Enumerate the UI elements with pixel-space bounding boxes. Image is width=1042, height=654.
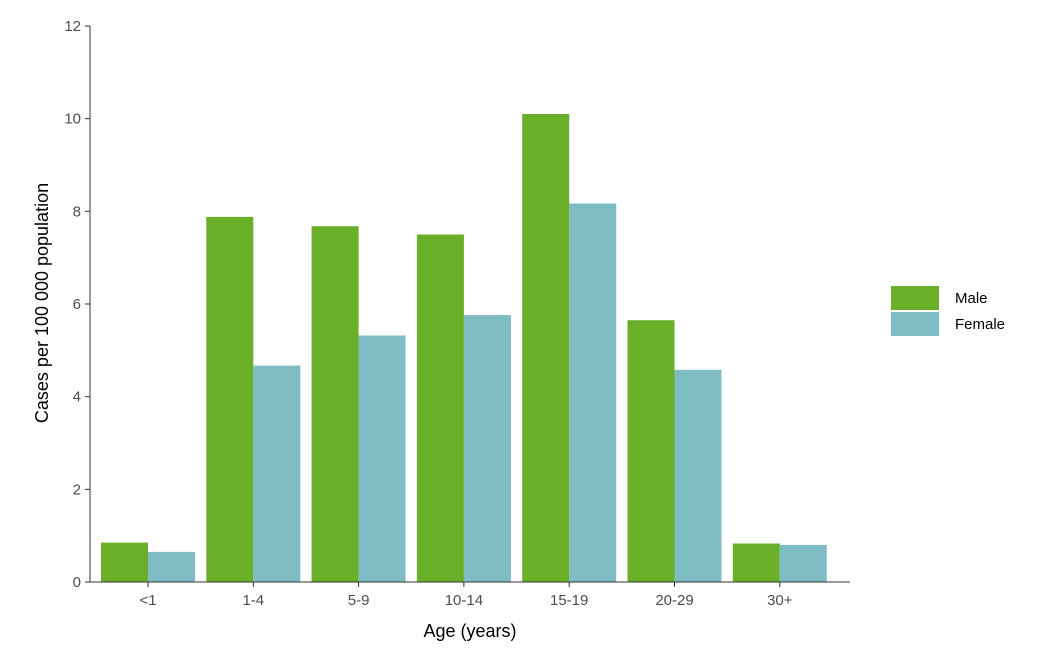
bar-female-3: [463, 315, 511, 582]
bar-female-0: [148, 551, 195, 582]
y-tick-label: 0: [73, 574, 81, 591]
bars-group: [101, 114, 827, 582]
x-axis-title: Age (years): [423, 621, 516, 641]
bar-female-4: [569, 203, 617, 582]
x-tick-label: <1: [139, 592, 156, 609]
y-axis: 0 2 4 6 8 10 12: [64, 18, 91, 591]
y-tick-label: 4: [73, 389, 81, 406]
y-tick-label: 6: [73, 296, 81, 313]
y-tick-label: 10: [64, 111, 81, 128]
legend-label-male: Male: [955, 290, 988, 307]
legend: Male Female: [891, 286, 1005, 336]
bar-male-6: [732, 543, 780, 582]
x-tick-label: 1-4: [242, 592, 264, 609]
legend-swatch-female: [891, 312, 939, 336]
bar-female-6: [779, 544, 827, 582]
x-axis: <1 1-4 5-9 10-14 15-19 20-29 30+: [90, 581, 850, 609]
bar-male-4: [522, 114, 570, 582]
x-tick-label: 30+: [767, 592, 793, 609]
y-tick-label: 8: [73, 203, 81, 220]
legend-label-female: Female: [955, 316, 1005, 333]
x-tick-label: 5-9: [348, 592, 370, 609]
bar-female-5: [674, 369, 722, 582]
y-axis-title: Cases per 100 000 population: [32, 183, 52, 423]
x-tick-label: 20-29: [655, 592, 693, 609]
bar-male-5: [627, 320, 675, 582]
x-tick-label: 10-14: [445, 592, 483, 609]
y-tick-label: 2: [73, 481, 81, 498]
bar-male-0: [101, 542, 148, 582]
bar-female-1: [253, 365, 301, 582]
bar-female-2: [358, 335, 406, 582]
x-tick-label: 15-19: [550, 592, 588, 609]
bar-male-3: [416, 234, 464, 582]
y-tick-label: 12: [64, 18, 81, 35]
bar-male-2: [311, 226, 359, 582]
legend-swatch-male: [891, 286, 939, 310]
bar-male-1: [206, 216, 254, 582]
